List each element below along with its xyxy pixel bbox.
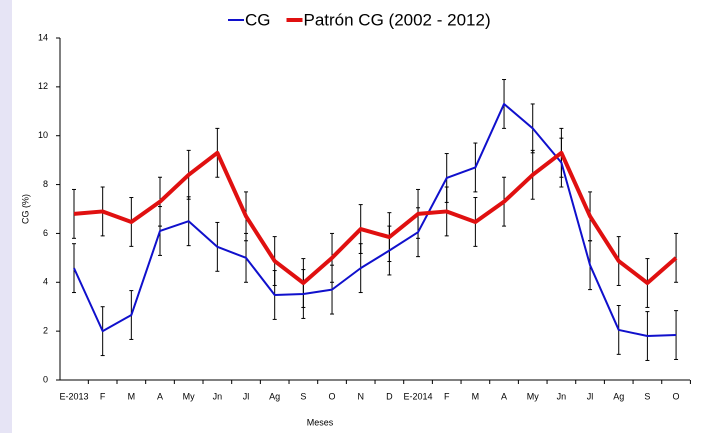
legend-label: Patrón CG (2002 - 2012) [304, 10, 491, 29]
x-tick-label: A [501, 391, 507, 401]
legend-label: CG [245, 10, 271, 29]
legend: CG Patrón CG (2002 - 2012) [228, 10, 491, 29]
error-bar [72, 243, 76, 294]
x-tick-label: S [644, 391, 650, 401]
x-tick-label: O [329, 391, 336, 401]
y-tick-label: 8 [43, 179, 48, 189]
y-tick-label: 12 [38, 81, 48, 91]
x-tick-label: Jl [243, 391, 250, 401]
x-tick-label: M [128, 391, 136, 401]
x-tick-label: Jn [557, 391, 567, 401]
series-line [73, 150, 678, 286]
x-tick-label: N [357, 391, 364, 401]
x-tick-label: My [183, 391, 195, 401]
x-tick-label: Ag [269, 391, 280, 401]
x-axis-title: Meses [307, 417, 334, 427]
x-tick-label: My [527, 391, 539, 401]
y-tick-label: 0 [43, 374, 48, 384]
x-tick-label: S [300, 391, 306, 401]
x-tick-label: F [100, 391, 106, 401]
y-tick-label: 4 [43, 277, 48, 287]
y-tick-label: 6 [43, 228, 48, 238]
x-tick-label: M [472, 391, 480, 401]
x-tick-label: O [673, 391, 680, 401]
x-tick-label: A [157, 391, 163, 401]
x-tick-label: Ag [613, 391, 624, 401]
x-tick-label: E-2014 [404, 391, 433, 401]
y-tick-label: 10 [38, 130, 48, 140]
y-tick-label: 2 [43, 326, 48, 336]
x-tick-label: Jl [587, 391, 594, 401]
y-axis-title: CG (%) [20, 194, 30, 224]
x-tick-label: F [444, 391, 450, 401]
x-tick-label: D [386, 391, 393, 401]
series-line [73, 102, 677, 338]
side-strip [0, 0, 12, 433]
x-tick-label: Jn [213, 391, 223, 401]
x-tick-label: E-2013 [59, 391, 88, 401]
y-tick-label: 14 [38, 32, 48, 42]
